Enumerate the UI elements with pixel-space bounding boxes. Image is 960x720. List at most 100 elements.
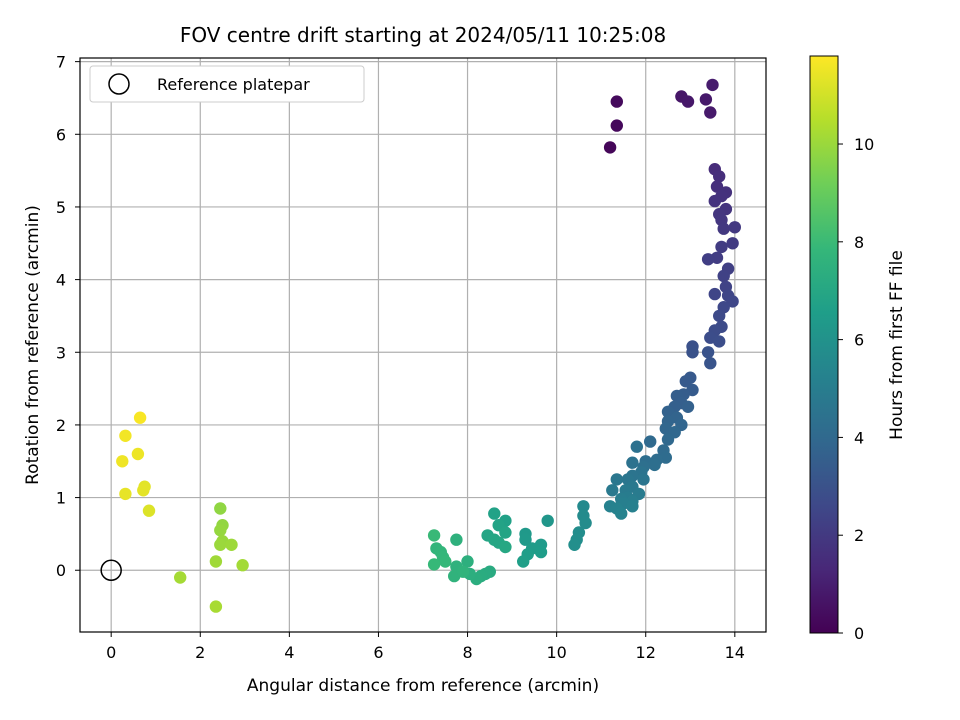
colorbar-ticks: 0 2 4 6 8 10 — [838, 135, 874, 643]
data-point — [519, 533, 532, 546]
data-point — [568, 538, 581, 551]
data-point — [427, 558, 441, 571]
data-point — [728, 221, 741, 234]
legend-entry-label: Reference platepar — [157, 75, 310, 94]
colorbar-tick-label: 0 — [854, 624, 864, 643]
data-point — [450, 533, 463, 546]
data-point — [461, 555, 474, 568]
colorbar: 0 2 4 6 8 10 Hours from first FF file — [809, 55, 907, 643]
data-point — [456, 565, 470, 578]
data-point — [699, 93, 713, 106]
reference-point — [100, 559, 122, 581]
colorbar-gradient — [809, 55, 839, 634]
chart-title: FOV centre drift starting at 2024/05/11 … — [180, 23, 666, 47]
data-point — [648, 458, 661, 472]
data-point — [726, 295, 739, 308]
grid — [80, 58, 766, 632]
data-point — [606, 484, 619, 497]
data-point — [214, 538, 227, 551]
data-point — [661, 433, 675, 446]
y-tick-label: 3 — [56, 343, 66, 362]
data-point — [603, 141, 617, 154]
data-point — [726, 237, 739, 250]
y-axis-label: Rotation from reference (arcmin) — [23, 205, 43, 485]
data-point — [626, 500, 639, 513]
x-axis-ticks: 0 2 4 6 8 10 12 14 — [106, 632, 745, 662]
data-point — [610, 119, 623, 132]
data-point — [610, 95, 623, 108]
data-point — [713, 309, 726, 323]
x-tick-label: 6 — [373, 643, 383, 662]
colorbar-tick-label: 4 — [854, 428, 864, 447]
data-point — [236, 559, 249, 572]
data-point — [225, 538, 238, 551]
data-point — [577, 500, 590, 513]
x-tick-label: 4 — [284, 643, 294, 662]
data-point — [630, 440, 643, 453]
y-tick-label: 7 — [56, 53, 66, 72]
x-tick-label: 14 — [725, 643, 745, 662]
data-point — [499, 526, 512, 539]
data-point — [708, 194, 721, 208]
data-point — [717, 269, 730, 283]
data-point — [661, 405, 675, 418]
data-point — [644, 435, 657, 448]
x-tick-label: 0 — [106, 643, 116, 662]
data-point — [427, 529, 441, 542]
data-point — [701, 253, 715, 266]
data-point — [713, 170, 726, 183]
data-point — [701, 346, 715, 359]
legend-marker-open-circle — [108, 73, 130, 95]
data-point — [704, 357, 717, 370]
y-tick-label: 4 — [56, 271, 66, 290]
x-tick-label: 2 — [195, 643, 205, 662]
data-points — [116, 78, 741, 613]
data-point — [174, 571, 187, 584]
data-point — [133, 411, 147, 424]
y-tick-label: 0 — [56, 561, 66, 580]
reference-platepar-marker — [100, 559, 122, 581]
y-tick-label: 2 — [56, 416, 66, 435]
x-tick-label: 8 — [462, 643, 472, 662]
data-point — [439, 555, 452, 568]
data-point — [131, 447, 145, 461]
data-point — [610, 473, 623, 486]
data-point — [637, 473, 650, 486]
legend-box — [89, 65, 365, 103]
data-point — [615, 507, 628, 520]
colorbar-tick-label: 10 — [854, 135, 874, 154]
data-point — [708, 287, 721, 301]
data-point — [119, 429, 132, 442]
data-point — [137, 484, 150, 497]
data-point — [626, 456, 639, 469]
data-point — [681, 95, 695, 108]
y-tick-label: 1 — [56, 489, 66, 508]
data-point — [710, 180, 724, 193]
data-point — [679, 375, 692, 388]
data-point — [488, 507, 501, 520]
colorbar-label: Hours from first FF file — [887, 250, 907, 440]
y-axis-ticks: 0 1 2 3 4 5 6 7 — [56, 53, 80, 580]
x-tick-label: 10 — [546, 643, 566, 662]
y-tick-label: 5 — [56, 198, 66, 217]
data-point — [209, 600, 223, 613]
data-point — [214, 502, 227, 515]
data-point — [541, 514, 554, 527]
colorbar-tick-label: 6 — [854, 331, 864, 350]
plot-frame — [79, 57, 767, 633]
data-point — [517, 555, 530, 568]
data-point — [704, 106, 717, 119]
data-point — [116, 455, 129, 468]
data-point — [681, 400, 695, 413]
data-point — [715, 240, 728, 254]
data-point — [119, 487, 132, 501]
data-point — [534, 545, 548, 559]
data-point — [579, 516, 592, 530]
y-tick-label: 6 — [56, 125, 66, 144]
data-point — [713, 335, 726, 348]
data-point — [209, 555, 223, 568]
data-point — [214, 524, 227, 537]
colorbar-tick-label: 2 — [854, 526, 864, 545]
